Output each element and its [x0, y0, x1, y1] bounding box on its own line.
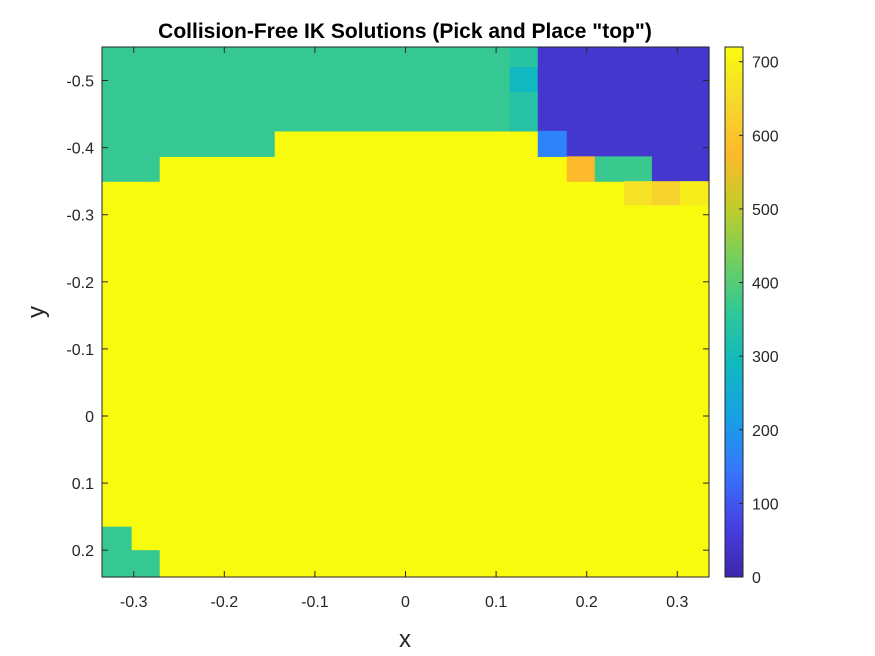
y-tick-label: -0.3: [66, 208, 94, 225]
colorbar-tick-label: 0: [752, 570, 761, 587]
y-tick-label: -0.4: [66, 141, 94, 158]
colorbar-tick-label: 400: [752, 276, 779, 293]
colorbar: 0 100 200 300 400 500 600 700: [724, 46, 779, 587]
heatmap-cell: [651, 181, 681, 206]
heatmap-cell: [102, 526, 132, 578]
colorbar-tick-label: 500: [752, 202, 779, 219]
heatmap-cell: [566, 130, 710, 157]
x-axis-label: x: [399, 626, 411, 653]
heatmap-cell: [509, 91, 539, 132]
x-tick-label: 0.1: [485, 594, 507, 611]
y-axis-ticks: -0.5 -0.4 -0.3 -0.2 -0.1 0 0.1 0.2: [66, 74, 709, 560]
x-tick-label: -0.2: [211, 594, 239, 611]
x-tick-label: -0.1: [301, 594, 329, 611]
heatmap-cell: [566, 156, 596, 182]
y-tick-label: -0.1: [66, 342, 94, 359]
y-tick-label: 0.2: [72, 543, 94, 560]
heatmap-cell: [102, 130, 275, 157]
y-tick-label: 0: [85, 409, 94, 426]
colorbar-tick-label: 700: [752, 55, 779, 72]
heatmap-cell: [594, 156, 653, 182]
heatmap-cell: [623, 181, 653, 206]
heatmap-cells: [102, 47, 710, 578]
y-tick-label: -0.2: [66, 275, 94, 292]
colorbar-tick-label: 300: [752, 349, 779, 366]
heatmap-cell: [509, 67, 539, 93]
colorbar-ticks: 0 100 200 300 400 500 600 700: [739, 55, 779, 587]
heatmap-cell: [537, 47, 710, 132]
x-tick-label: 0.3: [666, 594, 688, 611]
y-tick-label: 0.1: [72, 476, 94, 493]
colorbar-tick-label: 200: [752, 423, 779, 440]
heatmap-cell: [102, 47, 511, 132]
heatmap-cell: [130, 550, 160, 578]
heatmap-cell: [102, 156, 160, 182]
colorbar-tick-label: 100: [752, 496, 779, 513]
x-axis-ticks: -0.3 -0.2 -0.1 0 0.1 0.2 0.3: [120, 47, 689, 611]
colorbar-scale: [724, 46, 744, 578]
heatmap-plot-area: -0.3 -0.2 -0.1 0 0.1 0.2 0.3 -0.5-0.4-0.3-0.2-…: [66, 46, 710, 611]
heatmap-cell: [680, 181, 710, 206]
x-tick-label: -0.3: [120, 594, 148, 611]
x-tick-label: 0.2: [576, 594, 598, 611]
chart-title: Collision-Free IK Solutions (Pick and Pl…: [158, 20, 652, 43]
heatmap-cell: [509, 47, 539, 68]
colorbar-tick-label: 600: [752, 128, 779, 145]
heatmap-cell: [651, 156, 710, 182]
y-axis-label: y: [23, 306, 50, 318]
y-tick-label: -0.5: [66, 74, 94, 91]
x-tick-label: 0: [401, 594, 410, 611]
heatmap-cell: [537, 130, 568, 157]
